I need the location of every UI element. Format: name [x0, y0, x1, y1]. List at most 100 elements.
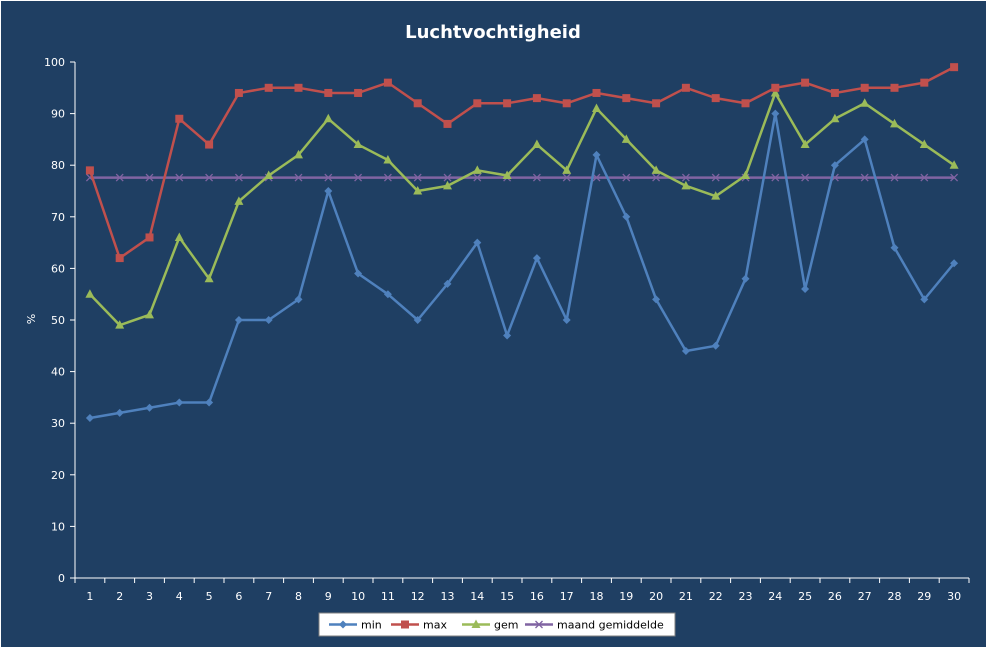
data-point-min — [860, 135, 869, 144]
x-marker-stroke — [383, 173, 392, 182]
x-tick-label: 4 — [176, 590, 183, 603]
data-point-min — [950, 259, 959, 268]
data-point-gem — [651, 165, 661, 174]
x-marker-stroke — [890, 173, 899, 182]
data-point-maand-gemiddelde — [145, 173, 154, 182]
x-marker-stroke — [535, 620, 543, 629]
data-point-maand-gemiddelde — [711, 173, 720, 182]
data-point-max — [950, 63, 959, 72]
data-point-min — [175, 398, 184, 407]
x-tick-label: 10 — [351, 590, 365, 603]
y-tick-label: 70 — [51, 211, 65, 224]
data-point-gem — [890, 118, 899, 128]
x-tick-label: 27 — [858, 590, 872, 603]
x-marker-stroke — [801, 173, 810, 182]
chart-title: Luchtvochtigheid — [405, 22, 581, 43]
x-marker-stroke — [294, 173, 303, 182]
data-point-min — [681, 346, 690, 355]
data-point-min — [741, 274, 750, 283]
y-tick-label: 80 — [51, 159, 65, 172]
x-marker-stroke — [532, 173, 541, 182]
data-point-maand-gemiddelde — [532, 173, 541, 182]
data-point-min — [205, 398, 214, 407]
y-tick-label: 60 — [51, 262, 65, 275]
x-marker-stroke — [711, 173, 720, 182]
data-point-min — [85, 414, 94, 423]
x-tick-label: 7 — [265, 590, 272, 603]
data-point-min — [324, 187, 333, 195]
data-point-max — [503, 99, 512, 108]
x-tick-label: 17 — [560, 590, 574, 603]
data-point-max — [115, 254, 124, 263]
data-point-max — [175, 114, 184, 123]
data-point-max — [264, 83, 273, 92]
x-marker-stroke — [592, 173, 601, 182]
data-point-max — [711, 94, 720, 103]
legend-marker-min — [339, 620, 347, 629]
data-point-max — [771, 83, 780, 92]
data-point-gem — [592, 103, 601, 112]
x-tick-label: 21 — [679, 590, 693, 603]
y-tick-label: 90 — [51, 108, 65, 121]
data-point-gem — [383, 155, 393, 164]
x-tick-label: 22 — [709, 590, 723, 603]
data-point-gem — [800, 139, 810, 149]
data-point-gem — [532, 139, 542, 149]
data-point-maand-gemiddelde — [413, 173, 422, 182]
data-point-gem — [562, 165, 572, 174]
y-tick-label: 20 — [51, 469, 65, 482]
data-point-max — [622, 94, 631, 103]
x-tick-label: 26 — [828, 590, 842, 603]
data-point-maand-gemiddelde — [860, 173, 869, 182]
data-point-min — [711, 341, 720, 350]
series-line-max — [88, 66, 955, 260]
data-point-gem — [502, 170, 512, 180]
data-point-maand-gemiddelde — [920, 173, 929, 182]
series-gem — [85, 87, 959, 329]
data-point-max — [741, 99, 750, 108]
data-point-max — [145, 233, 154, 242]
data-point-maand-gemiddelde — [652, 173, 661, 182]
data-point-max — [383, 78, 392, 87]
legend-marker-maand-gemiddelde — [535, 620, 543, 629]
y-tick-label: 40 — [51, 366, 65, 379]
data-point-maand-gemiddelde — [592, 173, 601, 182]
x-marker-stroke — [771, 173, 780, 182]
data-point-max — [830, 88, 839, 97]
data-point-maand-gemiddelde — [354, 173, 363, 182]
x-marker-stroke — [681, 173, 690, 182]
data-point-maand-gemiddelde — [115, 173, 124, 182]
data-point-gem — [770, 87, 780, 97]
data-point-maand-gemiddelde — [890, 173, 899, 182]
data-point-maand-gemiddelde — [294, 173, 303, 182]
data-point-gem — [353, 139, 363, 149]
x-tick-label: 24 — [768, 590, 782, 603]
data-point-max — [860, 83, 869, 92]
x-marker-stroke — [443, 173, 452, 182]
data-point-min — [354, 269, 363, 278]
data-point-maand-gemiddelde — [622, 173, 631, 182]
legend-label-max: max — [423, 619, 447, 632]
data-point-gem — [860, 98, 870, 107]
data-point-maand-gemiddelde — [562, 173, 571, 182]
data-point-gem — [621, 134, 631, 143]
data-point-min — [562, 316, 571, 324]
x-tick-label: 1 — [86, 590, 93, 603]
x-tick-label: 15 — [500, 590, 514, 603]
data-point-gem — [711, 191, 721, 200]
data-point-max — [681, 83, 690, 92]
data-point-maand-gemiddelde — [473, 173, 482, 182]
data-point-min — [830, 161, 839, 170]
data-point-maand-gemiddelde — [681, 173, 690, 182]
x-marker-stroke — [354, 173, 363, 182]
data-point-max — [205, 140, 214, 149]
data-point-min — [413, 316, 422, 324]
data-point-maand-gemiddelde — [950, 173, 959, 182]
x-marker-stroke — [324, 173, 333, 182]
data-point-min — [771, 109, 780, 118]
data-point-gem — [741, 170, 750, 180]
data-point-max — [234, 88, 243, 97]
x-tick-label: 23 — [739, 590, 753, 603]
